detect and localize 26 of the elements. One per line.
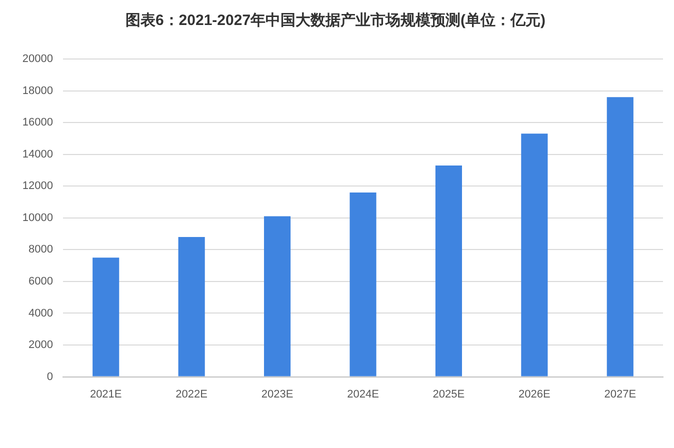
x-tick-label: 2023E [261, 388, 294, 400]
y-tick-label: 0 [46, 370, 53, 383]
y-tick-label: 4000 [28, 307, 53, 320]
y-tick-label: 16000 [22, 116, 53, 129]
x-tick-label: 2026E [518, 388, 550, 400]
y-tick-label: 8000 [28, 244, 53, 256]
y-tick-label: 18000 [22, 84, 53, 97]
x-tick-label: 2021E [90, 388, 122, 400]
y-tick-label: 12000 [22, 180, 53, 192]
x-tick-label: 2027E [604, 388, 636, 400]
y-tick-label: 20000 [22, 53, 53, 66]
bar [521, 134, 548, 376]
y-tick-label: 14000 [22, 148, 53, 160]
x-tick-label: 2024E [347, 388, 379, 400]
chart-title: 图表6：2021-2027年中国大数据产业市场规模预测(单位：亿元) [125, 11, 546, 30]
x-tick-label: 2025E [432, 388, 465, 400]
bar [92, 258, 120, 376]
bar [435, 165, 462, 376]
x-tick-label: 2022E [176, 388, 208, 400]
bar [350, 192, 376, 376]
y-tick-label: 2000 [28, 339, 53, 352]
bar [178, 236, 205, 376]
bar [606, 97, 634, 376]
y-tick-label: 10000 [22, 212, 53, 224]
bar [264, 216, 291, 376]
y-tick-label: 6000 [28, 275, 53, 288]
